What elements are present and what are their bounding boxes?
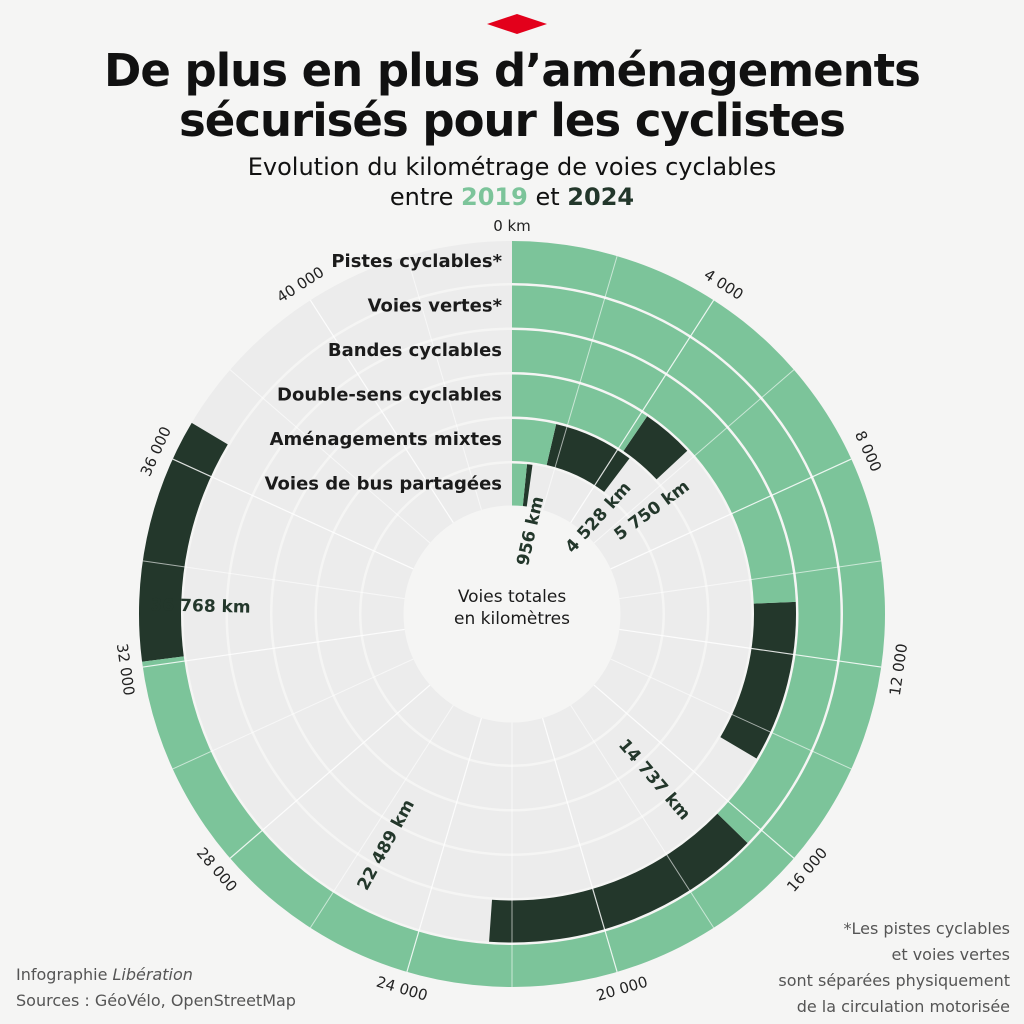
- ring-1-bar-2024: [139, 422, 228, 662]
- tick-label-zero: 0 km: [493, 217, 531, 235]
- gridline-24000: [406, 717, 483, 973]
- subtitle-line-1: Evolution du kilométrage de voies cyclab…: [247, 153, 777, 181]
- ring-3-bar-2024: [720, 601, 796, 759]
- credit-prefix: Infographie: [16, 965, 108, 984]
- footnote-line-2: et voies vertes: [891, 945, 1010, 964]
- ring-4-bar-2024: [623, 416, 688, 480]
- category-label-2: Voies vertes*: [368, 296, 503, 317]
- footnote-line-3: sont séparées physiquement: [778, 971, 1010, 990]
- ring-5-bar-2019: [512, 419, 557, 465]
- tick-label-24000: 24 000: [374, 973, 429, 1005]
- footnote-line-1: *Les pistes cyclables: [843, 919, 1010, 938]
- tick-label-8000: 8 000: [851, 428, 885, 475]
- category-label-6: Voies de bus partagées: [265, 474, 502, 495]
- ring-5-bar-2024: [546, 424, 630, 492]
- minor-gridline-42000: [406, 255, 482, 511]
- ring-4-bar-2019: [512, 374, 648, 451]
- category-label-4: Double-sens cyclables: [277, 385, 502, 406]
- ring-2-bar-2019: [512, 285, 841, 843]
- gridline-16000: [593, 684, 795, 859]
- sources: Sources : GéoVélo, OpenStreetMap: [16, 991, 296, 1010]
- credit-brand: Libération: [112, 965, 193, 984]
- title-line-1: De plus en plus d’aménagements: [104, 44, 921, 97]
- minor-gridline-34000: [142, 560, 405, 600]
- chart-title: De plus en plus d’aménagements sécurisés…: [0, 46, 1024, 146]
- legend-year-2019: 2019: [461, 183, 528, 211]
- tick-label-20000: 20 000: [594, 973, 649, 1005]
- minor-gridline-6000: [593, 369, 795, 544]
- ring-6-bar-2019: [512, 463, 528, 507]
- ring-6-bar-2024: [522, 464, 533, 507]
- subtitle-mid: et: [535, 183, 560, 211]
- ring-2-bar-2024: [489, 813, 748, 943]
- tick-label-12000: 12 000: [886, 642, 911, 697]
- minor-gridline-18000: [570, 705, 715, 929]
- gridline-36000: [172, 458, 414, 570]
- gridline-32000: [142, 628, 405, 668]
- category-label-3: Bandes cyclables: [328, 340, 502, 361]
- minor-gridline-2000: [542, 255, 618, 511]
- minor-gridline-38000: [229, 369, 431, 544]
- credits: Infographie Libération Sources : GéoVélo…: [16, 962, 296, 1014]
- ring-3-bar-2019: [512, 330, 796, 604]
- legend-year-2024: 2024: [567, 183, 635, 211]
- gridline-40000: [309, 299, 454, 524]
- center-label-line-1: Voies totales: [458, 587, 566, 607]
- category-label-1: Pistes cyclables*: [331, 251, 502, 272]
- subtitle-pre: entre: [389, 183, 454, 211]
- footnote: *Les pistes cyclables et voies vertes so…: [778, 916, 1010, 1020]
- red-diamond-logo: [487, 14, 547, 34]
- minor-gridline-26000: [309, 705, 454, 929]
- minor-gridline-30000: [172, 658, 414, 770]
- gridline-8000: [610, 458, 852, 570]
- gridline-12000: [619, 628, 882, 668]
- gridline-28000: [229, 684, 431, 859]
- value-label-1: 36 768 km: [150, 595, 250, 617]
- minor-gridline-10000: [619, 560, 882, 600]
- minor-gridline-14000: [610, 658, 852, 770]
- footnote-line-4: de la circulation motorisée: [796, 997, 1010, 1016]
- gridline-4000: [570, 299, 715, 524]
- gridline-20000: [541, 717, 618, 973]
- tick-label-32000: 32 000: [113, 642, 138, 697]
- category-label-5: Aménagements mixtes: [270, 429, 502, 450]
- chart-subtitle: Evolution du kilométrage de voies cyclab…: [0, 152, 1024, 212]
- title-line-2: sécurisés pour les cyclistes: [179, 94, 846, 147]
- center-label-line-2: en kilomètres: [454, 609, 570, 629]
